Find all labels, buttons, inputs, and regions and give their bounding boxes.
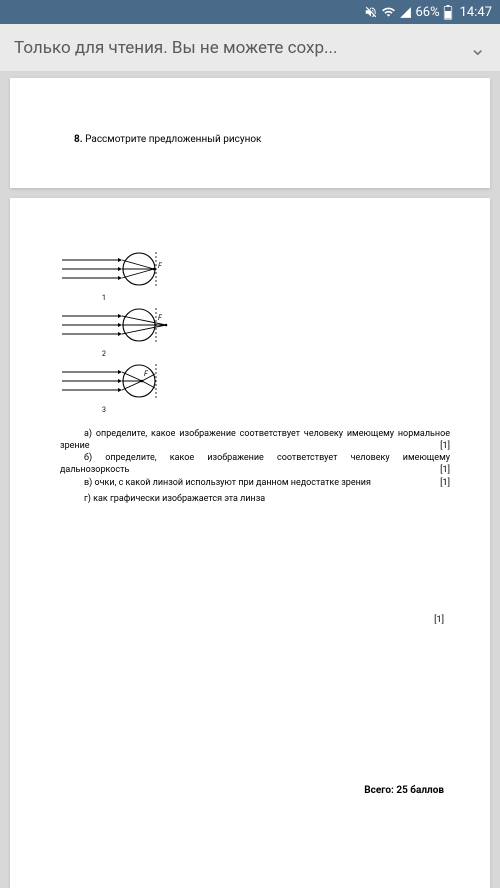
page-main: F 1 F	[10, 198, 490, 888]
svg-text:F: F	[158, 314, 163, 322]
status-icons: 66% 14:47	[364, 5, 492, 20]
subquestion-v: в) очки, с какой линзой используют при д…	[60, 477, 450, 489]
svg-text:F: F	[158, 262, 163, 270]
subquestion-b: б) определите, какое изображение соответ…	[60, 452, 450, 476]
subquestion-a: а) определите, какое изображение соответ…	[60, 428, 450, 452]
eye-diagrams: F 1 F	[62, 248, 450, 414]
page-prev-tail: 8. Рассмотрите предложенный рисунок	[10, 78, 490, 188]
battery-icon	[443, 5, 453, 20]
eye-diagram-3: F	[62, 360, 450, 410]
clock-text: 14:47	[460, 5, 492, 20]
android-status-bar: 66% 14:47	[0, 0, 500, 24]
signal-icon	[399, 6, 412, 19]
chevron-down-icon[interactable]: ⌄	[469, 36, 486, 60]
mute-icon	[364, 5, 378, 19]
question-8-heading: 8. Рассмотрите предложенный рисунок	[74, 134, 440, 145]
battery-text: 66%	[415, 5, 439, 20]
word-readonly-bar[interactable]: Только для чтения. Вы не можете сохр... …	[0, 24, 500, 72]
wifi-icon	[381, 5, 396, 19]
subquestion-g-points: [1]	[60, 615, 450, 625]
subquestion-g: г) как графически изображается эта линза	[60, 493, 450, 505]
readonly-title: Только для чтения. Вы не можете сохр...	[14, 38, 337, 58]
total-score: Всего: 25 баллов	[60, 785, 450, 796]
eye-diagram-2: F	[62, 304, 450, 354]
svg-text:F: F	[144, 370, 149, 378]
eye-diagram-1: F	[62, 248, 450, 298]
document-viewport[interactable]: 8. Рассмотрите предложенный рисунок	[0, 72, 500, 888]
